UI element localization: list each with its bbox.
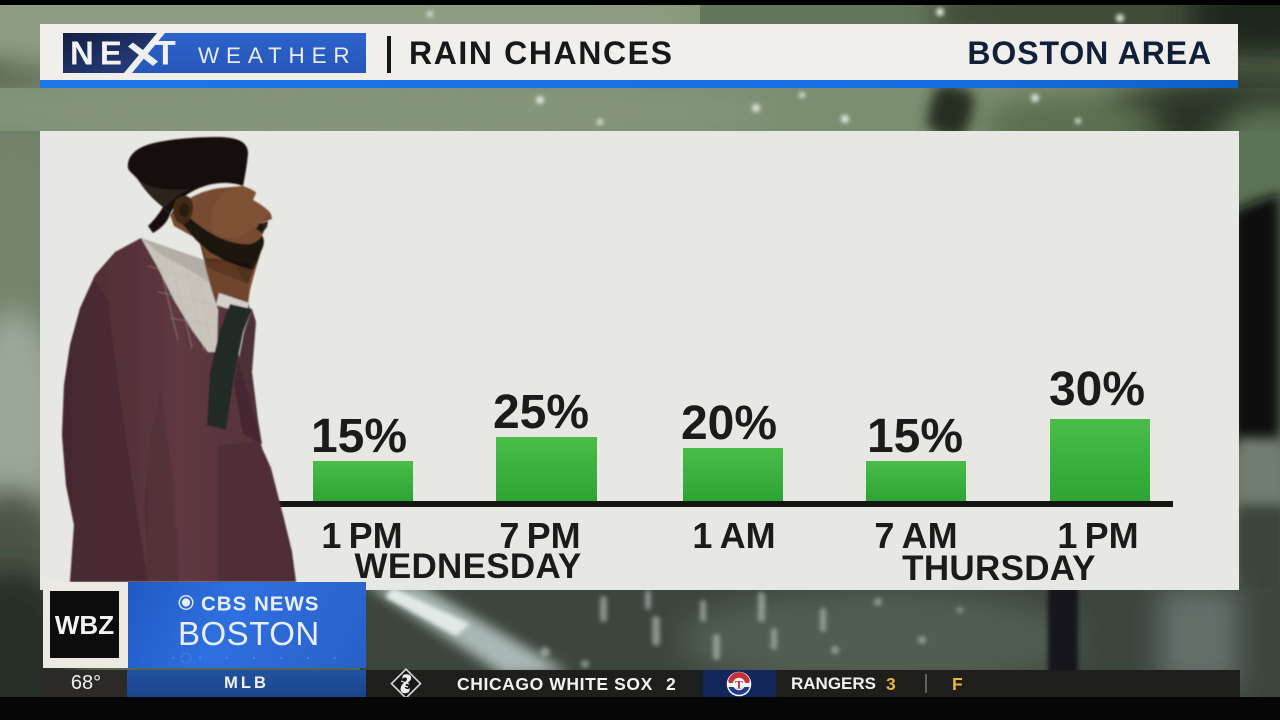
svg-text:BOSTON: BOSTON [178,615,320,652]
svg-text:CBS NEWS: CBS NEWS [201,593,319,616]
svg-text:T: T [735,678,743,692]
svg-text:WEATHER: WEATHER [198,43,356,68]
svg-text:NE: NE [70,35,128,72]
svg-text:T: T [155,35,176,73]
